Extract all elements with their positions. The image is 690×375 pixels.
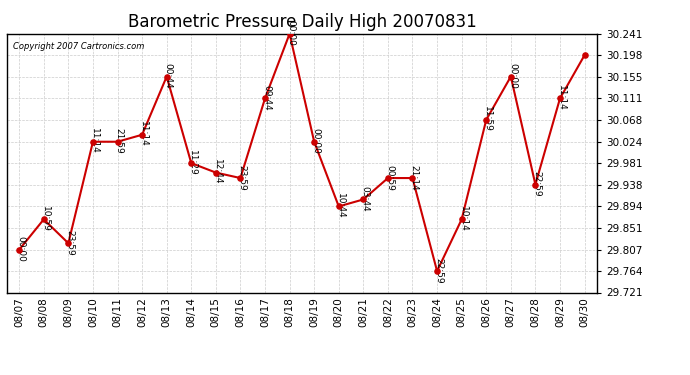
- Point: [431, 268, 442, 274]
- Point: [38, 216, 49, 222]
- Point: [481, 117, 492, 123]
- Text: 00:59: 00:59: [385, 165, 394, 190]
- Point: [530, 182, 541, 188]
- Text: 23:59: 23:59: [66, 230, 75, 256]
- Text: 00:44: 00:44: [164, 63, 172, 89]
- Text: 09:44: 09:44: [262, 85, 271, 111]
- Point: [456, 216, 467, 222]
- Text: 03:44: 03:44: [360, 186, 369, 212]
- Text: 10:44: 10:44: [336, 193, 345, 219]
- Point: [505, 74, 516, 80]
- Text: 10:59: 10:59: [41, 206, 50, 232]
- Point: [555, 96, 566, 102]
- Point: [161, 74, 172, 80]
- Point: [284, 31, 295, 37]
- Point: [235, 175, 246, 181]
- Text: 11:29: 11:29: [188, 150, 197, 176]
- Point: [579, 52, 590, 58]
- Point: [186, 160, 197, 166]
- Text: 11:14: 11:14: [557, 85, 566, 111]
- Title: Barometric Pressure Daily High 20070831: Barometric Pressure Daily High 20070831: [128, 13, 476, 31]
- Point: [210, 170, 221, 176]
- Text: 00:00: 00:00: [17, 236, 26, 262]
- Text: 11:14: 11:14: [90, 128, 99, 154]
- Point: [63, 240, 74, 246]
- Text: 10:14: 10:14: [459, 206, 468, 232]
- Text: 22:59: 22:59: [434, 258, 443, 284]
- Point: [358, 196, 369, 202]
- Point: [112, 139, 123, 145]
- Text: 21:59: 21:59: [115, 128, 124, 154]
- Text: Copyright 2007 Cartronics.com: Copyright 2007 Cartronics.com: [13, 42, 144, 51]
- Text: 22:59: 22:59: [533, 171, 542, 197]
- Point: [308, 139, 319, 145]
- Point: [88, 139, 99, 145]
- Text: 12:44: 12:44: [213, 159, 222, 185]
- Point: [382, 175, 393, 181]
- Text: 11:14: 11:14: [139, 122, 148, 147]
- Point: [407, 175, 418, 181]
- Text: 21:14: 21:14: [410, 165, 419, 190]
- Point: [14, 247, 25, 253]
- Text: 11:59: 11:59: [484, 106, 493, 132]
- Point: [333, 203, 344, 209]
- Text: 23:59: 23:59: [237, 165, 246, 190]
- Point: [259, 96, 270, 102]
- Point: [137, 132, 148, 138]
- Text: 00:00: 00:00: [287, 20, 296, 46]
- Text: 00:00: 00:00: [508, 63, 517, 89]
- Text: 00:00: 00:00: [311, 128, 320, 154]
